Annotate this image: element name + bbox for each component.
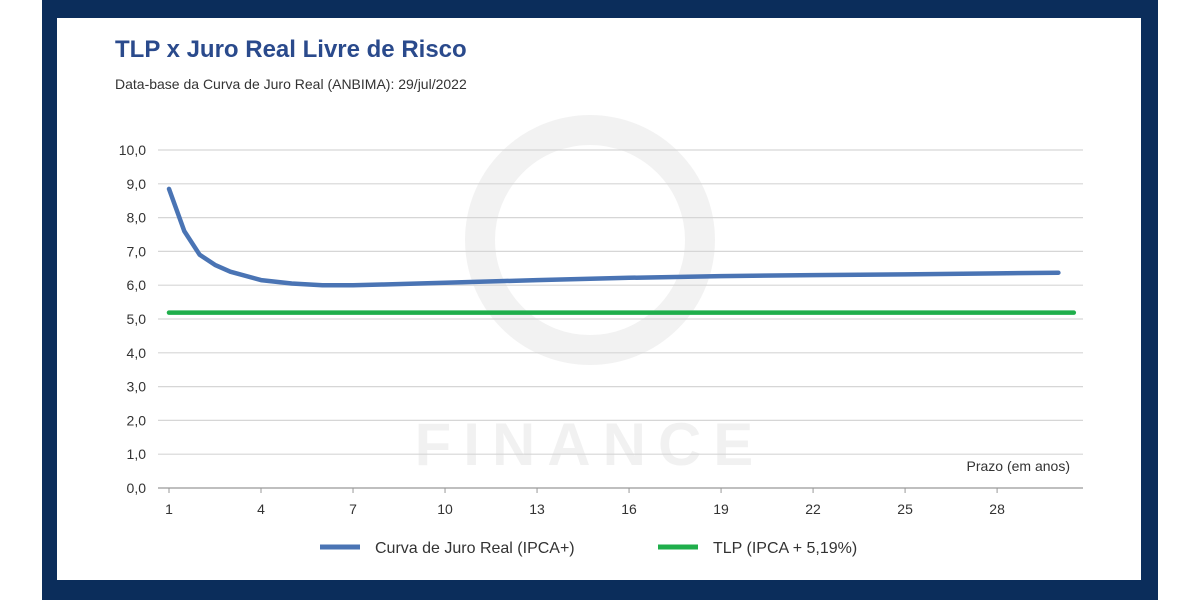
chart-panel	[57, 18, 1141, 580]
y-tick-label: 10,0	[119, 142, 146, 158]
y-tick-label: 0,0	[127, 480, 147, 496]
watermark-logo: FINANCE	[415, 115, 766, 478]
y-tick-label: 3,0	[127, 379, 147, 395]
y-tick-label: 5,0	[127, 311, 147, 327]
y-tick-label: 7,0	[127, 243, 147, 259]
x-tick-label: 16	[621, 501, 637, 517]
x-tick-label: 19	[713, 501, 729, 517]
chart-subtitle: Data-base da Curva de Juro Real (ANBIMA)…	[115, 76, 467, 92]
chart-title: TLP x Juro Real Livre de Risco	[115, 36, 467, 63]
x-tick-label: 22	[805, 501, 821, 517]
x-tick-label: 13	[529, 501, 545, 517]
x-tick-label: 4	[257, 501, 265, 517]
legend-label-tlp: TLP (IPCA + 5,19%)	[713, 540, 857, 557]
y-tick-label: 4,0	[127, 345, 147, 361]
series-line-juro-real	[166, 186, 1061, 288]
x-tick-label: 25	[897, 501, 913, 517]
legend-label-juro-real: Curva de Juro Real (IPCA+)	[375, 540, 575, 557]
x-tick-label: 1	[165, 501, 173, 517]
y-tick-label: 2,0	[127, 412, 147, 428]
y-tick-label: 6,0	[127, 277, 147, 293]
x-tick-label: 10	[437, 501, 453, 517]
x-tick-label: 28	[989, 501, 1005, 517]
y-tick-label: 9,0	[127, 176, 147, 192]
y-tick-label: 8,0	[127, 210, 147, 226]
legend: Curva de Juro Real (IPCA+) TLP (IPCA + 5…	[320, 540, 857, 557]
y-tick-label: 1,0	[127, 446, 147, 462]
x-axis-label: Prazo (em anos)	[967, 458, 1070, 474]
x-tick-label: 7	[349, 501, 357, 517]
svg-text:FINANCE: FINANCE	[415, 411, 766, 478]
